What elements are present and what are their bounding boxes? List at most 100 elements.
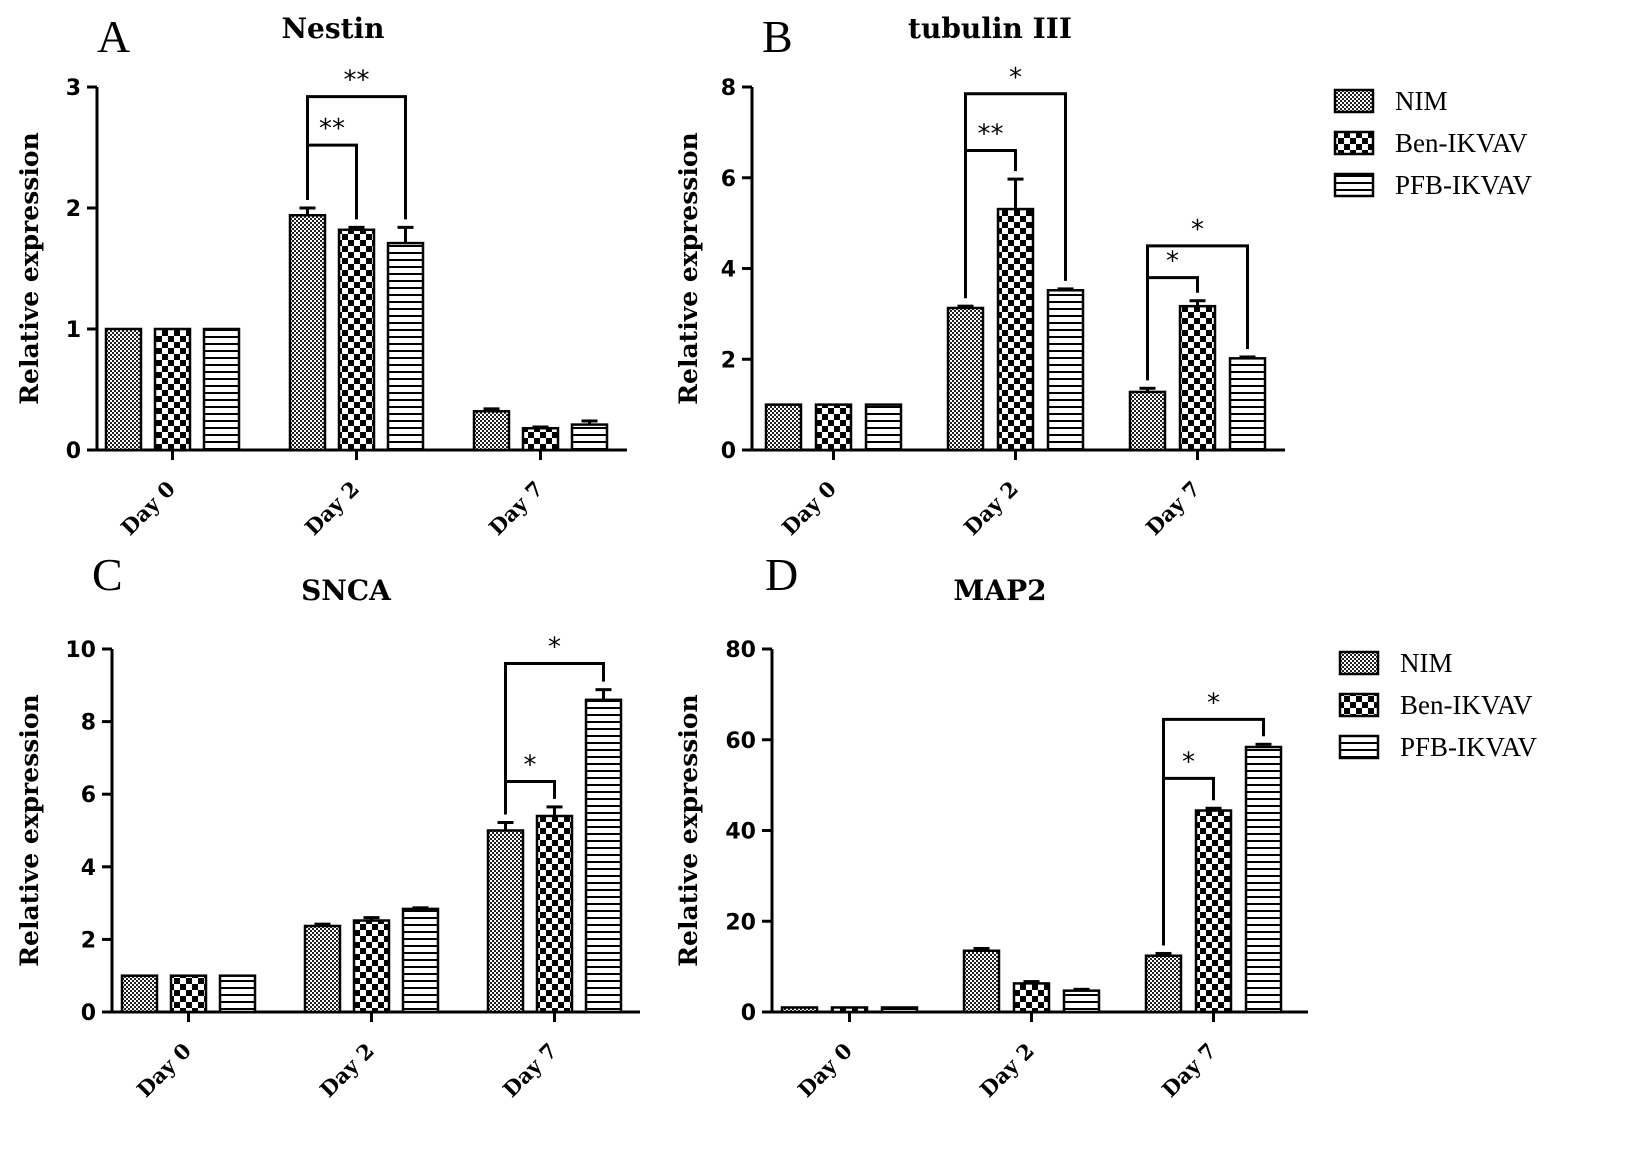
panel-b-bar xyxy=(764,403,803,452)
panel-b-xtick-label: Day 0 xyxy=(777,476,841,540)
panel-d-sig-label: * xyxy=(1182,747,1195,777)
panel-c-bar xyxy=(401,907,440,1014)
panel-a-bar xyxy=(472,410,511,452)
panel-c-sig-label: * xyxy=(524,750,537,780)
panel-d-xtick-label: Day 2 xyxy=(975,1038,1039,1102)
panel-c-xtick-label: Day 0 xyxy=(132,1038,196,1102)
panel-a-title: Nestin xyxy=(281,12,384,45)
panel-a-bar xyxy=(104,327,143,452)
panel-c-sig-label: * xyxy=(548,633,561,663)
panel-b-ytick-label: 0 xyxy=(721,439,736,464)
panel-d-bar xyxy=(830,1006,869,1014)
panel-a-bar xyxy=(153,327,192,452)
panel-d-bar xyxy=(1062,989,1101,1014)
panel-a-bar xyxy=(521,426,560,452)
panel-c-bar xyxy=(535,814,574,1014)
panel-b-bar xyxy=(946,306,985,452)
panel-b-sig-label: * xyxy=(1166,247,1179,277)
panel-b-legend-label: Ben-IKVAV xyxy=(1395,128,1528,158)
panel-d-ytick-label: 80 xyxy=(725,638,756,663)
panel-d-legend-label: PFB-IKVAV xyxy=(1400,732,1538,762)
panel-c-ytick-label: 10 xyxy=(65,638,96,663)
panel-d-bar xyxy=(1144,954,1183,1014)
panel-b-letter: B xyxy=(762,11,793,62)
panel-a-sig-label: ** xyxy=(319,114,345,144)
panel-a-xtick-label: Day 0 xyxy=(116,476,180,540)
panel-d-bar xyxy=(1244,745,1283,1014)
panel-b-legend-swatch xyxy=(1333,88,1375,114)
panel-a-bar xyxy=(288,214,327,452)
panel-c-ytick-label: 2 xyxy=(81,928,96,953)
panel-d-letter: D xyxy=(765,549,798,600)
panel-d-ylabel: Relative expression xyxy=(674,694,703,966)
panel-b-bar xyxy=(1228,357,1267,452)
panel-b-sig-bracket xyxy=(1146,244,1249,381)
panel-d-title: MAP2 xyxy=(953,574,1046,607)
panel-a-ytick-label: 0 xyxy=(66,439,81,464)
panel-b-bar xyxy=(1128,390,1167,452)
panel-a-bar xyxy=(386,241,425,452)
panel-b-ytick-label: 8 xyxy=(721,76,736,101)
panel-a-bar xyxy=(337,228,376,452)
panel-c-letter: C xyxy=(92,549,123,600)
panel-b-bar xyxy=(864,403,903,452)
panel-c-xtick-label: Day 2 xyxy=(315,1038,379,1102)
panel-b-legend-swatch xyxy=(1333,172,1375,198)
panel-b-bar xyxy=(1046,289,1085,452)
panel-a-ylabel: Relative expression xyxy=(15,132,44,404)
panel-c-sig-bracket xyxy=(504,779,556,815)
panel-c-ytick-label: 8 xyxy=(81,711,96,736)
panel-b-legend-label: NIM xyxy=(1395,86,1448,116)
panel-d-legend-swatch xyxy=(1338,734,1380,760)
panel-d-bar xyxy=(1012,982,1051,1014)
panel-b-bar xyxy=(1178,304,1217,452)
panel-a-xtick-label: Day 2 xyxy=(300,476,364,540)
panel-c-bar xyxy=(120,974,159,1014)
panel-c-sig-bracket xyxy=(504,662,605,815)
panel-b-sig-label: * xyxy=(1009,63,1022,93)
panel-b-sig-label: ** xyxy=(978,120,1004,150)
panel-d-bar xyxy=(1194,809,1233,1014)
panel-d-legend-label: NIM xyxy=(1400,648,1453,678)
panel-d-legend-swatch xyxy=(1338,650,1380,676)
panel-a-bar xyxy=(202,327,241,452)
panel-b-legend-label: PFB-IKVAV xyxy=(1395,170,1533,200)
panel-d-ytick-label: 60 xyxy=(725,729,756,754)
panel-c-bar xyxy=(303,924,342,1014)
panel-b-sig-bracket xyxy=(964,92,1067,299)
panel-c-bar xyxy=(486,829,525,1014)
panel-a-xtick-label: Day 7 xyxy=(484,476,548,540)
panel-c-xtick-label: Day 7 xyxy=(498,1038,562,1102)
panel-b-ytick-label: 2 xyxy=(721,348,736,373)
panel-d-bar xyxy=(880,1006,919,1014)
panel-b-xtick-label: Day 2 xyxy=(959,476,1023,540)
panel-d-ytick-label: 20 xyxy=(725,910,756,935)
panel-c-title: SNCA xyxy=(301,574,392,607)
panel-c-ytick-label: 6 xyxy=(81,783,96,808)
panel-b-title: tubulin III xyxy=(908,12,1072,45)
panel-d-sig-bracket xyxy=(1162,717,1265,946)
panel-d-legend-label: Ben-IKVAV xyxy=(1400,690,1533,720)
panel-b-legend-swatch xyxy=(1333,130,1375,156)
panel-d-ytick-label: 0 xyxy=(741,1001,756,1026)
panel-a-ytick-label: 1 xyxy=(66,318,81,343)
panel-d-xtick-label: Day 7 xyxy=(1157,1038,1221,1102)
panel-d-sig-label: * xyxy=(1207,688,1220,718)
panel-d-legend-swatch xyxy=(1338,692,1380,718)
panel-b-bar xyxy=(996,207,1035,452)
panel-a-sig-bracket xyxy=(306,95,407,220)
panel-a-letter: A xyxy=(97,11,130,62)
panel-b-ylabel: Relative expression xyxy=(674,132,703,404)
panel-d-xtick-label: Day 0 xyxy=(793,1038,857,1102)
panel-a-bar xyxy=(570,423,609,452)
panel-a-sig-label: ** xyxy=(344,66,370,96)
panel-d-bar xyxy=(780,1006,819,1014)
panel-c-bar xyxy=(218,974,257,1014)
panel-b-bar xyxy=(814,403,853,452)
panel-c-bar xyxy=(169,974,208,1014)
chart-root: A Nestin Relative expression 0 1 2 3 Day 0 Day 2… xyxy=(15,11,1538,1102)
panel-d-bar xyxy=(962,949,1001,1014)
panel-c-ylabel: Relative expression xyxy=(15,694,44,966)
panel-a-ytick-label: 2 xyxy=(66,197,81,222)
